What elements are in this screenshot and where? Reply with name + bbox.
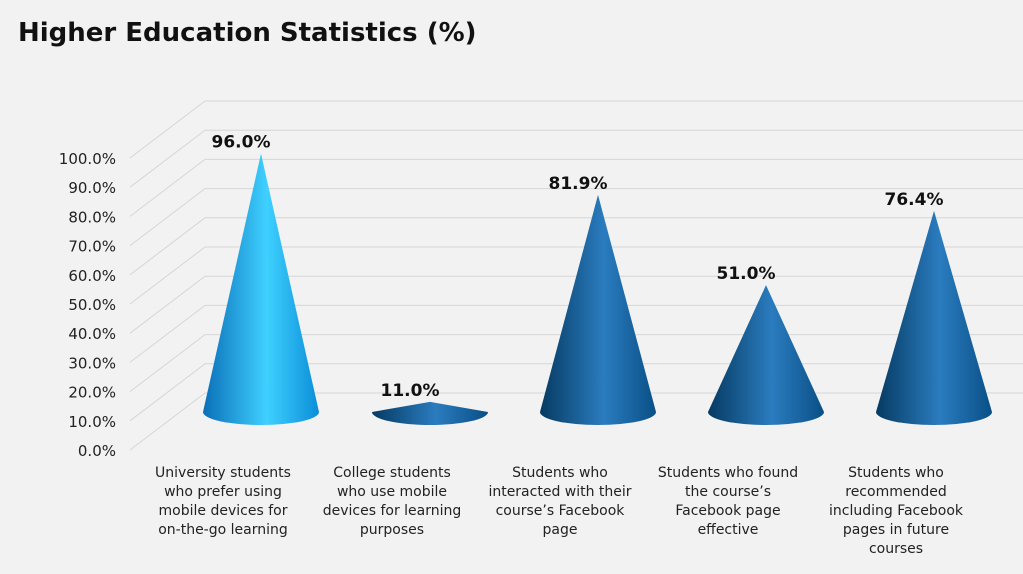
category-label-line: Students who [848,465,944,481]
data-label: 81.9% [549,174,608,194]
category-label-line: College students [333,465,451,481]
category-label-line: recommended [845,484,946,500]
y-tick-label: 60.0% [68,267,116,285]
y-tick-label: 100.0% [59,150,116,168]
category-label-line: effective [698,522,759,538]
category-label-line: who prefer using [164,484,282,500]
data-labels: 96.0% 11.0% 81.9% 51.0% 76.4% [212,133,944,401]
y-tick-label: 0.0% [78,442,116,460]
category-label-line: who use mobile [337,484,447,500]
category-label-line: interacted with their [488,484,631,500]
y-tick-label: 70.0% [68,238,116,256]
gridline [129,217,1023,276]
category-label-line: course’s Facebook [496,503,626,519]
gridline [129,246,1023,305]
category-label-line: on-the-go learning [158,522,288,538]
data-label: 11.0% [381,381,440,401]
category-label-line: University students [155,465,291,481]
gridline [129,129,1023,188]
y-tick-label: 10.0% [68,413,116,431]
y-axis-ticks: 0.0% 10.0% 20.0% 30.0% 40.0% 50.0% 60.0% 70.0% 8… [59,150,116,460]
gridline [129,304,1023,363]
category-label-line: the course’s [685,484,771,500]
category-label-line: page [543,522,578,538]
cone-bar [708,285,824,425]
gridline [129,275,1023,334]
category-label-line: mobile devices for [159,503,288,519]
y-tick-label: 30.0% [68,354,116,372]
cone-bar [203,153,319,425]
chart-title: Higher Education Statistics (%) [18,18,477,48]
gridline [129,158,1023,217]
cone-bar [372,401,488,425]
category-label-line: Students who found [658,465,798,481]
data-label: 96.0% [212,133,271,153]
category-label-line: purposes [360,522,424,538]
category-label-line: courses [869,541,923,557]
y-tick-label: 80.0% [68,208,116,226]
category-label-line: including Facebook [829,503,964,519]
gridlines [129,100,1023,451]
category-label-line: Facebook page [675,503,780,519]
category-label-line: pages in future [843,522,949,538]
y-tick-label: 90.0% [68,179,116,197]
cones [203,153,992,425]
data-label: 51.0% [717,264,776,284]
gridline [129,188,1023,246]
y-tick-label: 20.0% [68,384,116,402]
category-label-line: devices for learning [323,503,462,519]
gridline [129,100,1023,159]
y-tick-label: 50.0% [68,296,116,314]
y-tick-label: 40.0% [68,325,116,343]
cone-bar [540,194,656,425]
category-labels: University students who prefer using mobil… [155,465,964,557]
category-label-line: Students who [512,465,608,481]
data-label: 76.4% [885,190,944,210]
cone-bar [876,210,992,425]
